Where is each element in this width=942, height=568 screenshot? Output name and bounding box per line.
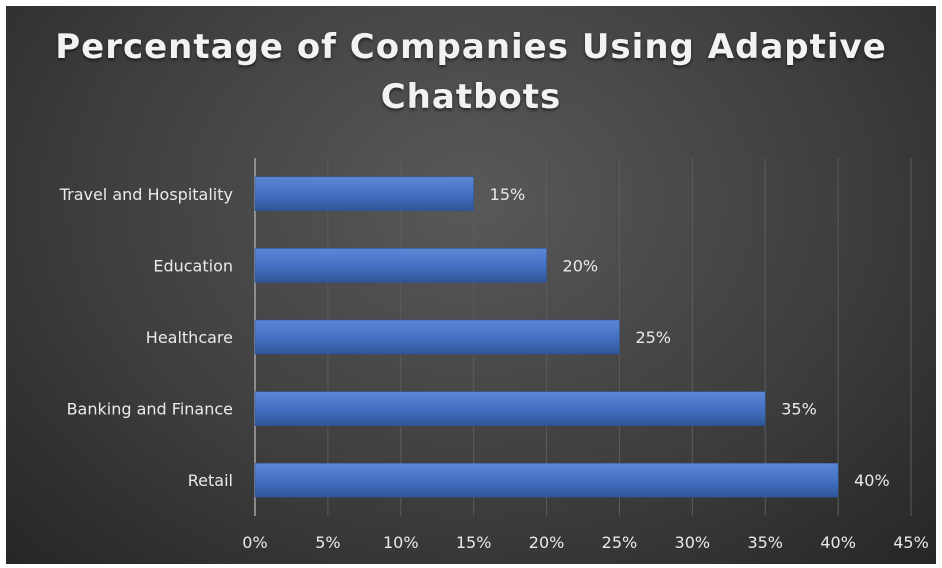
category-label: Education — [153, 256, 233, 275]
bar-education — [254, 248, 547, 283]
x-tick-label: 40% — [820, 533, 856, 552]
data-label: 20% — [563, 256, 599, 275]
x-tick-label: 10% — [383, 533, 419, 552]
bar-banking-and-finance — [254, 391, 766, 426]
x-tick-label: 20% — [529, 533, 565, 552]
bars — [254, 176, 839, 498]
data-label: 25% — [635, 328, 671, 347]
data-label: 40% — [854, 471, 890, 490]
bar-healthcare — [254, 319, 620, 355]
x-tick-label: 30% — [675, 533, 711, 552]
x-tick-label: 35% — [747, 533, 783, 552]
x-tick-label: 25% — [602, 533, 638, 552]
bar-travel-and-hospitality — [254, 176, 474, 212]
x-tick-label: 5% — [315, 533, 340, 552]
category-label: Retail — [188, 471, 233, 490]
category-label: Healthcare — [146, 328, 233, 347]
category-label: Banking and Finance — [67, 400, 233, 419]
x-tick-label: 0% — [242, 533, 267, 552]
data-label: 15% — [490, 185, 526, 204]
data-label: 35% — [781, 400, 817, 419]
chart-area: Percentage of Companies Using Adaptive C… — [6, 6, 936, 564]
plot-area: 0% 5% 10% 15% 20% 25% 30% 35% 40% 45% Travel and H… — [59, 158, 929, 552]
bar-retail — [254, 462, 839, 498]
chart-title: Percentage of Companies Using Adaptive C… — [55, 27, 887, 117]
x-tick-label: 45% — [893, 533, 929, 552]
category-label: Travel and Hospitality — [59, 185, 233, 204]
x-tick-label: 15% — [456, 533, 492, 552]
labels: 0% 5% 10% 15% 20% 25% 30% 35% 40% 45% Travel and H… — [59, 185, 929, 552]
